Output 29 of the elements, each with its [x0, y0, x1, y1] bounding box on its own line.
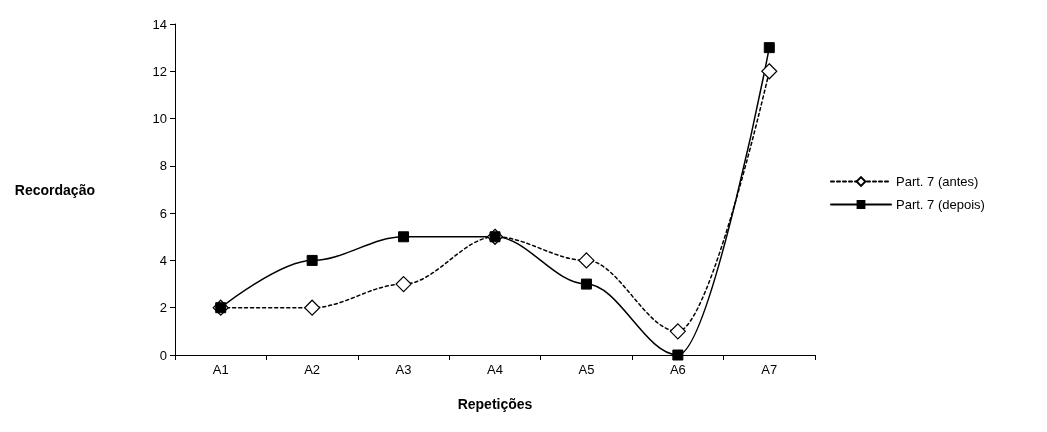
y-tick-label: 0 — [159, 347, 167, 363]
x-tick-label: A3 — [395, 362, 412, 377]
x-tick-label: A4 — [487, 362, 503, 377]
x-tick-label: A5 — [578, 362, 595, 377]
legend-label: Part. 7 (antes) — [896, 174, 979, 189]
point — [306, 254, 318, 266]
y-axis-title: Recordação — [14, 181, 95, 198]
point — [763, 42, 775, 54]
y-tick-label: 14 — [152, 16, 167, 32]
y-tick-label: 2 — [159, 300, 167, 316]
y-tick-label: 8 — [159, 158, 167, 174]
y-tick-label: 4 — [159, 252, 167, 268]
x-tick-label: A7 — [761, 362, 778, 377]
point — [398, 231, 410, 243]
x-tick-label: A1 — [212, 362, 229, 377]
legend-label: Part. 7 (depois) — [896, 197, 985, 212]
x-tick-label: A2 — [304, 362, 321, 377]
point — [304, 299, 321, 316]
point — [672, 349, 684, 361]
x-tick-label: A6 — [669, 362, 686, 377]
point — [578, 252, 595, 269]
point — [580, 278, 592, 290]
y-tick-label: 10 — [152, 111, 167, 127]
y-tick-label: 12 — [152, 63, 167, 79]
point — [761, 63, 778, 80]
point — [395, 275, 412, 293]
x-axis-title: Repetições — [457, 396, 533, 412]
y-tick-label: 6 — [159, 205, 167, 221]
point — [669, 323, 686, 340]
